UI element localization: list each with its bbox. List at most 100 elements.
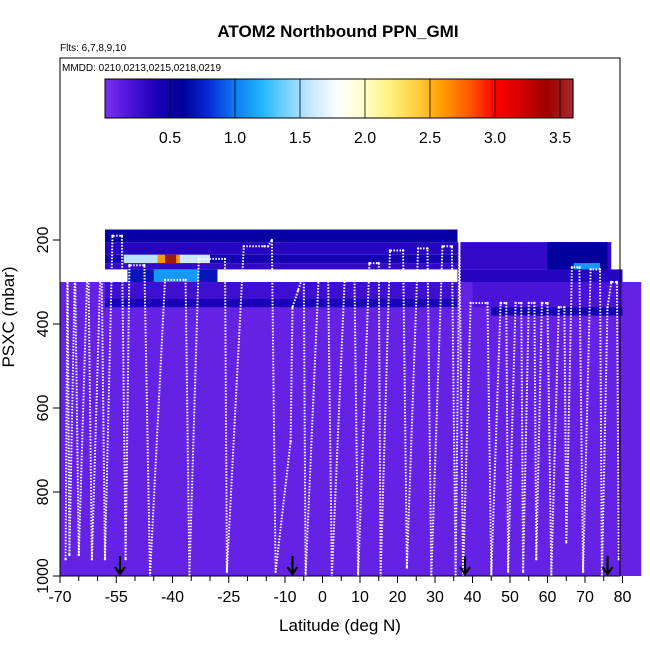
flight-track-point-20 bbox=[225, 570, 229, 573]
flight-track-point-51 bbox=[469, 301, 472, 305]
colorbar-segment-63 bbox=[268, 79, 272, 118]
colorbar-segment-146 bbox=[484, 79, 488, 118]
colorbar-segment-11 bbox=[133, 79, 137, 118]
colorbar-segment-177 bbox=[565, 79, 569, 118]
heatmap-cell-2 bbox=[105, 242, 458, 255]
colorbar-segment-139 bbox=[466, 79, 470, 118]
colorbar-segment-164 bbox=[531, 79, 535, 118]
colorbar-segment-18 bbox=[151, 79, 155, 118]
colorbar-segment-67 bbox=[279, 79, 283, 118]
colorbar-segment-81 bbox=[315, 79, 319, 118]
flight-track-point-15 bbox=[163, 278, 167, 282]
y-tick-label-1: 400 bbox=[35, 311, 52, 338]
flight-track-point-3 bbox=[73, 261, 77, 265]
flight-track-point-78 bbox=[617, 558, 620, 561]
flight-track-point-75 bbox=[606, 306, 609, 309]
flight-track-point-62 bbox=[535, 558, 538, 561]
x-tick-label-9: 40 bbox=[464, 589, 482, 606]
colorbar-tick-label-0: 0.5 bbox=[159, 130, 181, 147]
flight-track-point-69 bbox=[570, 266, 574, 269]
colorbar-segment-107 bbox=[383, 79, 387, 118]
colorbar-segment-84 bbox=[323, 79, 327, 118]
colorbar-segment-114 bbox=[401, 79, 405, 118]
flight-track-point-26 bbox=[289, 440, 292, 443]
colorbar-segment-163 bbox=[528, 79, 532, 118]
colorbar-segment-120 bbox=[417, 79, 421, 118]
colorbar-segment-145 bbox=[482, 79, 486, 118]
x-axis-label: Latitude (deg N) bbox=[279, 616, 401, 635]
colorbar-segment-41 bbox=[211, 79, 215, 118]
colorbar-segment-94 bbox=[349, 79, 353, 118]
down-arrow-marker-0 bbox=[114, 556, 126, 576]
colorbar-segment-147 bbox=[487, 79, 491, 118]
colorbar-segment-71 bbox=[289, 79, 293, 118]
flight-track-point-1 bbox=[66, 257, 69, 261]
colorbar-segment-29 bbox=[180, 79, 184, 118]
down-arrow-marker-3 bbox=[601, 556, 614, 576]
flight-track-point-2 bbox=[68, 553, 71, 557]
colorbar-segment-115 bbox=[404, 79, 408, 118]
x-tick-label-6: 10 bbox=[351, 589, 369, 606]
flight-track-point-68 bbox=[565, 541, 568, 544]
colorbar-segment-152 bbox=[500, 79, 504, 118]
down-arrow-marker-2 bbox=[459, 556, 471, 576]
colorbar-segment-33 bbox=[190, 79, 194, 118]
colorbar-segment-15 bbox=[144, 79, 148, 118]
colorbar-segment-21 bbox=[159, 79, 163, 118]
flight-track-point-67 bbox=[563, 306, 566, 309]
colorbar-segment-10 bbox=[131, 79, 135, 118]
colorbar-segment-0 bbox=[105, 79, 109, 118]
colorbar-segment-167 bbox=[539, 79, 543, 118]
colorbar-segment-161 bbox=[523, 79, 527, 118]
colorbar-segment-28 bbox=[177, 79, 181, 118]
colorbar-segment-72 bbox=[292, 79, 296, 118]
flight-track-point-41 bbox=[401, 249, 405, 252]
colorbar-segment-126 bbox=[432, 79, 436, 118]
colorbar-segment-112 bbox=[396, 79, 400, 118]
colorbar-segment-47 bbox=[227, 79, 231, 118]
colorbar-segment-65 bbox=[274, 79, 278, 118]
heatmap-cell-12 bbox=[105, 298, 458, 308]
flight-track-point-34 bbox=[343, 270, 347, 273]
flight-track-point-25 bbox=[274, 570, 277, 573]
colorbar-segment-92 bbox=[344, 79, 348, 118]
colorbar-segment-106 bbox=[380, 79, 384, 118]
colorbar-tick-label-3: 2.0 bbox=[354, 130, 376, 147]
colorbar-segment-50 bbox=[235, 79, 239, 118]
colorbar-segment-118 bbox=[411, 79, 415, 118]
flight-track-point-32 bbox=[326, 272, 330, 275]
flight-track-point-12 bbox=[128, 264, 131, 267]
colorbar-segment-93 bbox=[346, 79, 350, 118]
colorbar-segment-144 bbox=[479, 79, 483, 118]
colorbar-segment-96 bbox=[354, 79, 358, 118]
colorbar-segment-102 bbox=[370, 79, 374, 118]
colorbar-segment-75 bbox=[300, 79, 304, 118]
y-tick-label-0: 200 bbox=[35, 227, 52, 254]
colorbar-segment-66 bbox=[276, 79, 280, 118]
colorbar-segment-62 bbox=[266, 79, 270, 118]
heatmap-cells bbox=[60, 229, 642, 576]
colorbar-segment-119 bbox=[414, 79, 418, 118]
colorbar-segment-124 bbox=[427, 79, 431, 118]
flight-track-point-4 bbox=[77, 553, 80, 557]
colorbar-segment-178 bbox=[567, 79, 571, 118]
colorbar-segment-168 bbox=[541, 79, 545, 118]
x-tick-label-5: 0 bbox=[318, 589, 327, 606]
colorbar-segment-31 bbox=[185, 79, 189, 118]
colorbar-segment-17 bbox=[149, 79, 153, 118]
colorbar: 0.5 1.0 1.5 2.0 2.5 3.0 3.5 bbox=[104, 78, 574, 147]
colorbar-segment-87 bbox=[331, 79, 335, 118]
colorbar-tick-label-6: 3.5 bbox=[549, 130, 571, 147]
flights-note: Flts: 6,7,8,9,10 bbox=[60, 43, 127, 54]
colorbar-segment-170 bbox=[547, 79, 551, 118]
colorbar-segment-13 bbox=[138, 79, 142, 118]
colorbar-segment-6 bbox=[120, 79, 124, 118]
colorbar-segment-109 bbox=[388, 79, 392, 118]
colorbar-segment-40 bbox=[209, 79, 213, 118]
colorbar-segment-35 bbox=[196, 79, 200, 118]
colorbar-segment-166 bbox=[536, 79, 540, 118]
colorbar-segment-116 bbox=[406, 79, 410, 118]
x-tick-label-11: 60 bbox=[539, 589, 557, 606]
colorbar-segment-140 bbox=[469, 79, 473, 118]
colorbar-segment-16 bbox=[146, 79, 150, 118]
